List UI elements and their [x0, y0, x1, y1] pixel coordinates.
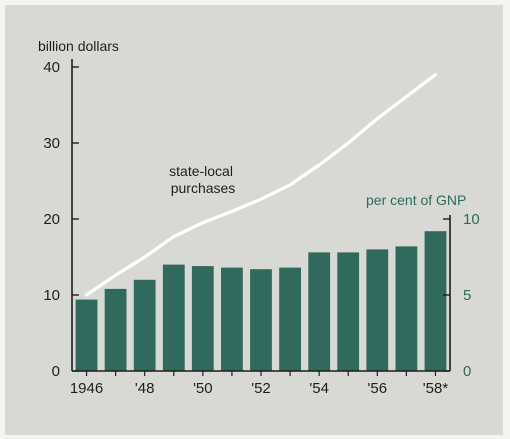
- x-tick-label-1958: '58*: [423, 380, 449, 397]
- right-tick-label-5: 5: [463, 287, 471, 304]
- chart-panel: 0 10 20 30 40 0 5 10 1946 '48 '50 '52 '54 '56 '58* b…: [5, 5, 503, 435]
- left-tick-label-0: 0: [52, 363, 60, 380]
- bar-1957: [395, 246, 418, 371]
- x-tick-label-1950: '50: [193, 380, 213, 397]
- line-annotation-line-1: state-local: [169, 163, 233, 179]
- bar-1947: [104, 288, 127, 371]
- bar-1954: [308, 252, 331, 371]
- bar-1955: [337, 252, 360, 371]
- bar-1949: [162, 264, 185, 371]
- x-tick-label-1956: '56: [368, 380, 388, 397]
- right-tick-label-10: 10: [463, 211, 480, 228]
- combo-chart: 0 10 20 30 40 0 5 10 1946 '48 '50 '52 '54 '56 '58* b…: [38, 38, 480, 397]
- x-tick-label-1948: '48: [135, 380, 155, 397]
- right-tick-label-0: 0: [463, 363, 471, 380]
- line-state-local-purchases: [84, 72, 438, 297]
- line-annotation-line-2: purchases: [171, 180, 236, 196]
- left-tick-label-20: 20: [43, 211, 60, 228]
- left-axis: 0 10 20 30 40: [43, 59, 79, 380]
- bar-1952: [250, 269, 272, 371]
- right-axis-label: per cent of GNP: [366, 192, 466, 208]
- bars-group: [75, 231, 447, 371]
- x-tick-label-1952: '52: [251, 380, 271, 397]
- x-axis: 1946 '48 '50 '52 '54 '56 '58*: [70, 370, 450, 397]
- bar-1950: [191, 266, 214, 371]
- left-tick-label-10: 10: [43, 287, 60, 304]
- bar-1956: [366, 249, 389, 371]
- bar-1946: [75, 299, 98, 371]
- line-group: [84, 72, 438, 297]
- right-axis: 0 5 10: [443, 211, 480, 380]
- bar-1953: [279, 267, 301, 371]
- x-tick-label-1946: 1946: [70, 380, 103, 397]
- bar-1951: [221, 267, 243, 371]
- bar-1948: [133, 279, 156, 371]
- left-axis-label: billion dollars: [38, 38, 119, 54]
- line-annotation: state-local purchases: [169, 163, 237, 196]
- left-tick-label-30: 30: [43, 135, 60, 152]
- x-tick-label-1954: '54: [309, 380, 329, 397]
- bar-1958: [424, 231, 447, 371]
- left-tick-label-40: 40: [43, 59, 60, 76]
